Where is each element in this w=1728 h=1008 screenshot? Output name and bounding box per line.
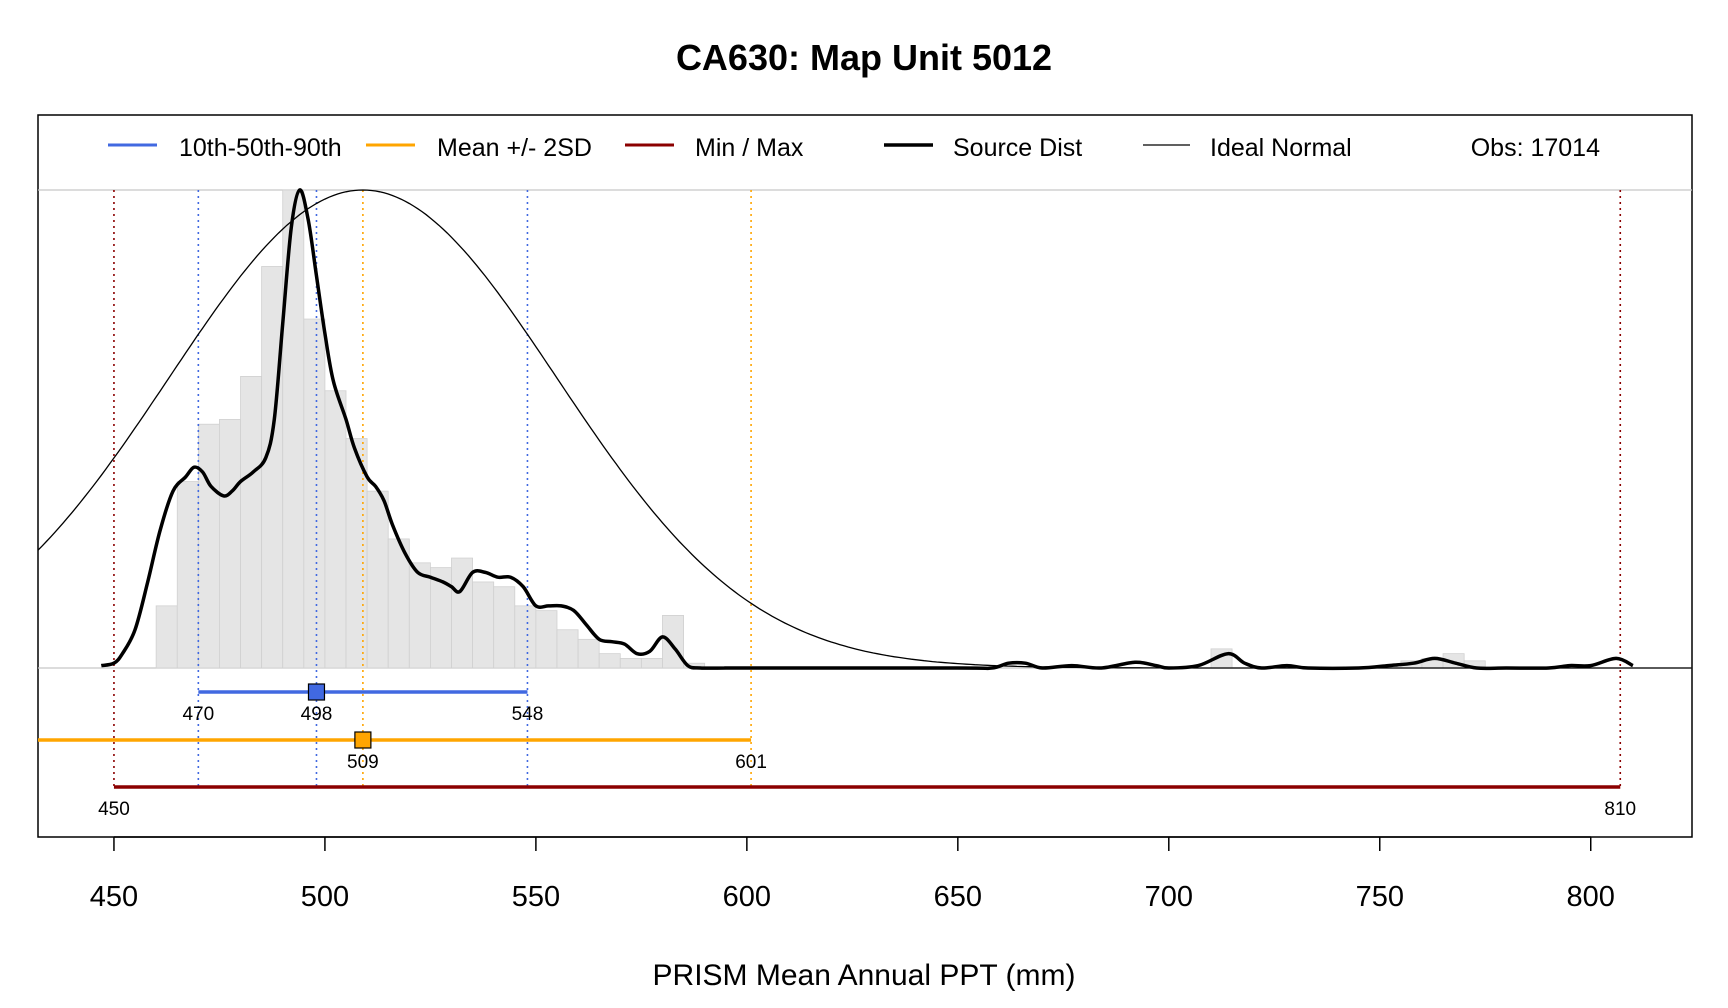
histogram-bar <box>303 318 326 669</box>
x-tick-label: 650 <box>934 881 982 913</box>
legend-label-percentiles: 10th-50th-90th <box>179 134 342 162</box>
x-axis-label: PRISM Mean Annual PPT (mm) <box>653 959 1076 992</box>
mean-marker <box>354 731 372 749</box>
histogram-bar <box>556 629 579 669</box>
x-tick-label: 500 <box>301 881 349 913</box>
x-tick-label: 450 <box>90 881 138 913</box>
legend: 10th-50th-90th Mean +/- 2SD Min / Max So… <box>108 134 1600 162</box>
histogram-bar <box>155 605 178 669</box>
histogram-bar <box>535 610 558 669</box>
x-tick-label: 700 <box>1145 881 1193 913</box>
histogram-bar <box>282 189 305 669</box>
chart-title: CA630: Map Unit 5012 <box>676 37 1052 78</box>
histogram-bar <box>640 658 663 669</box>
histogram-bar <box>598 653 621 669</box>
legend-label-min-max: Min / Max <box>695 134 804 162</box>
histogram-bar <box>408 562 431 669</box>
x-tick-label: 800 <box>1567 881 1615 913</box>
ideal-normal-curve <box>38 189 1692 669</box>
observations-label: Obs: 17014 <box>1471 134 1600 162</box>
histogram-bar <box>324 390 347 669</box>
legend-label-mean-sd: Mean +/- 2SD <box>437 134 592 162</box>
p90-value-label: 548 <box>512 704 544 725</box>
histogram-bar <box>577 638 600 669</box>
histogram-bar <box>261 266 284 669</box>
x-tick-label: 750 <box>1356 881 1404 913</box>
x-axis: 450 500 550 600 650 700 750 800 <box>90 836 1615 913</box>
mean-value-label: 509 <box>347 752 379 773</box>
histogram-bar <box>514 605 537 669</box>
histogram-bar <box>197 423 220 669</box>
plot-area: 470 498 548 509 601 450 810 <box>38 188 1692 820</box>
histogram-bar <box>662 615 684 669</box>
histogram-bar <box>240 376 263 669</box>
histogram-bar <box>366 490 389 669</box>
plus2sd-value-label: 601 <box>735 752 767 773</box>
histogram-bar <box>619 658 642 669</box>
p50-value-label: 498 <box>301 704 333 725</box>
median-marker <box>307 683 326 701</box>
source-density-curve <box>100 188 1634 671</box>
histogram-bar <box>176 481 199 669</box>
legend-label-ideal-normal: Ideal Normal <box>1210 134 1352 162</box>
min-value-label: 450 <box>98 799 130 820</box>
max-value-label: 810 <box>1604 799 1636 820</box>
histogram-bar <box>493 586 516 669</box>
x-tick-label: 550 <box>512 881 560 913</box>
x-tick-label: 600 <box>723 881 771 913</box>
histogram-bar <box>219 419 241 669</box>
p10-value-label: 470 <box>182 704 214 725</box>
legend-label-source-dist: Source Dist <box>953 134 1082 162</box>
histogram-bar <box>472 581 495 669</box>
